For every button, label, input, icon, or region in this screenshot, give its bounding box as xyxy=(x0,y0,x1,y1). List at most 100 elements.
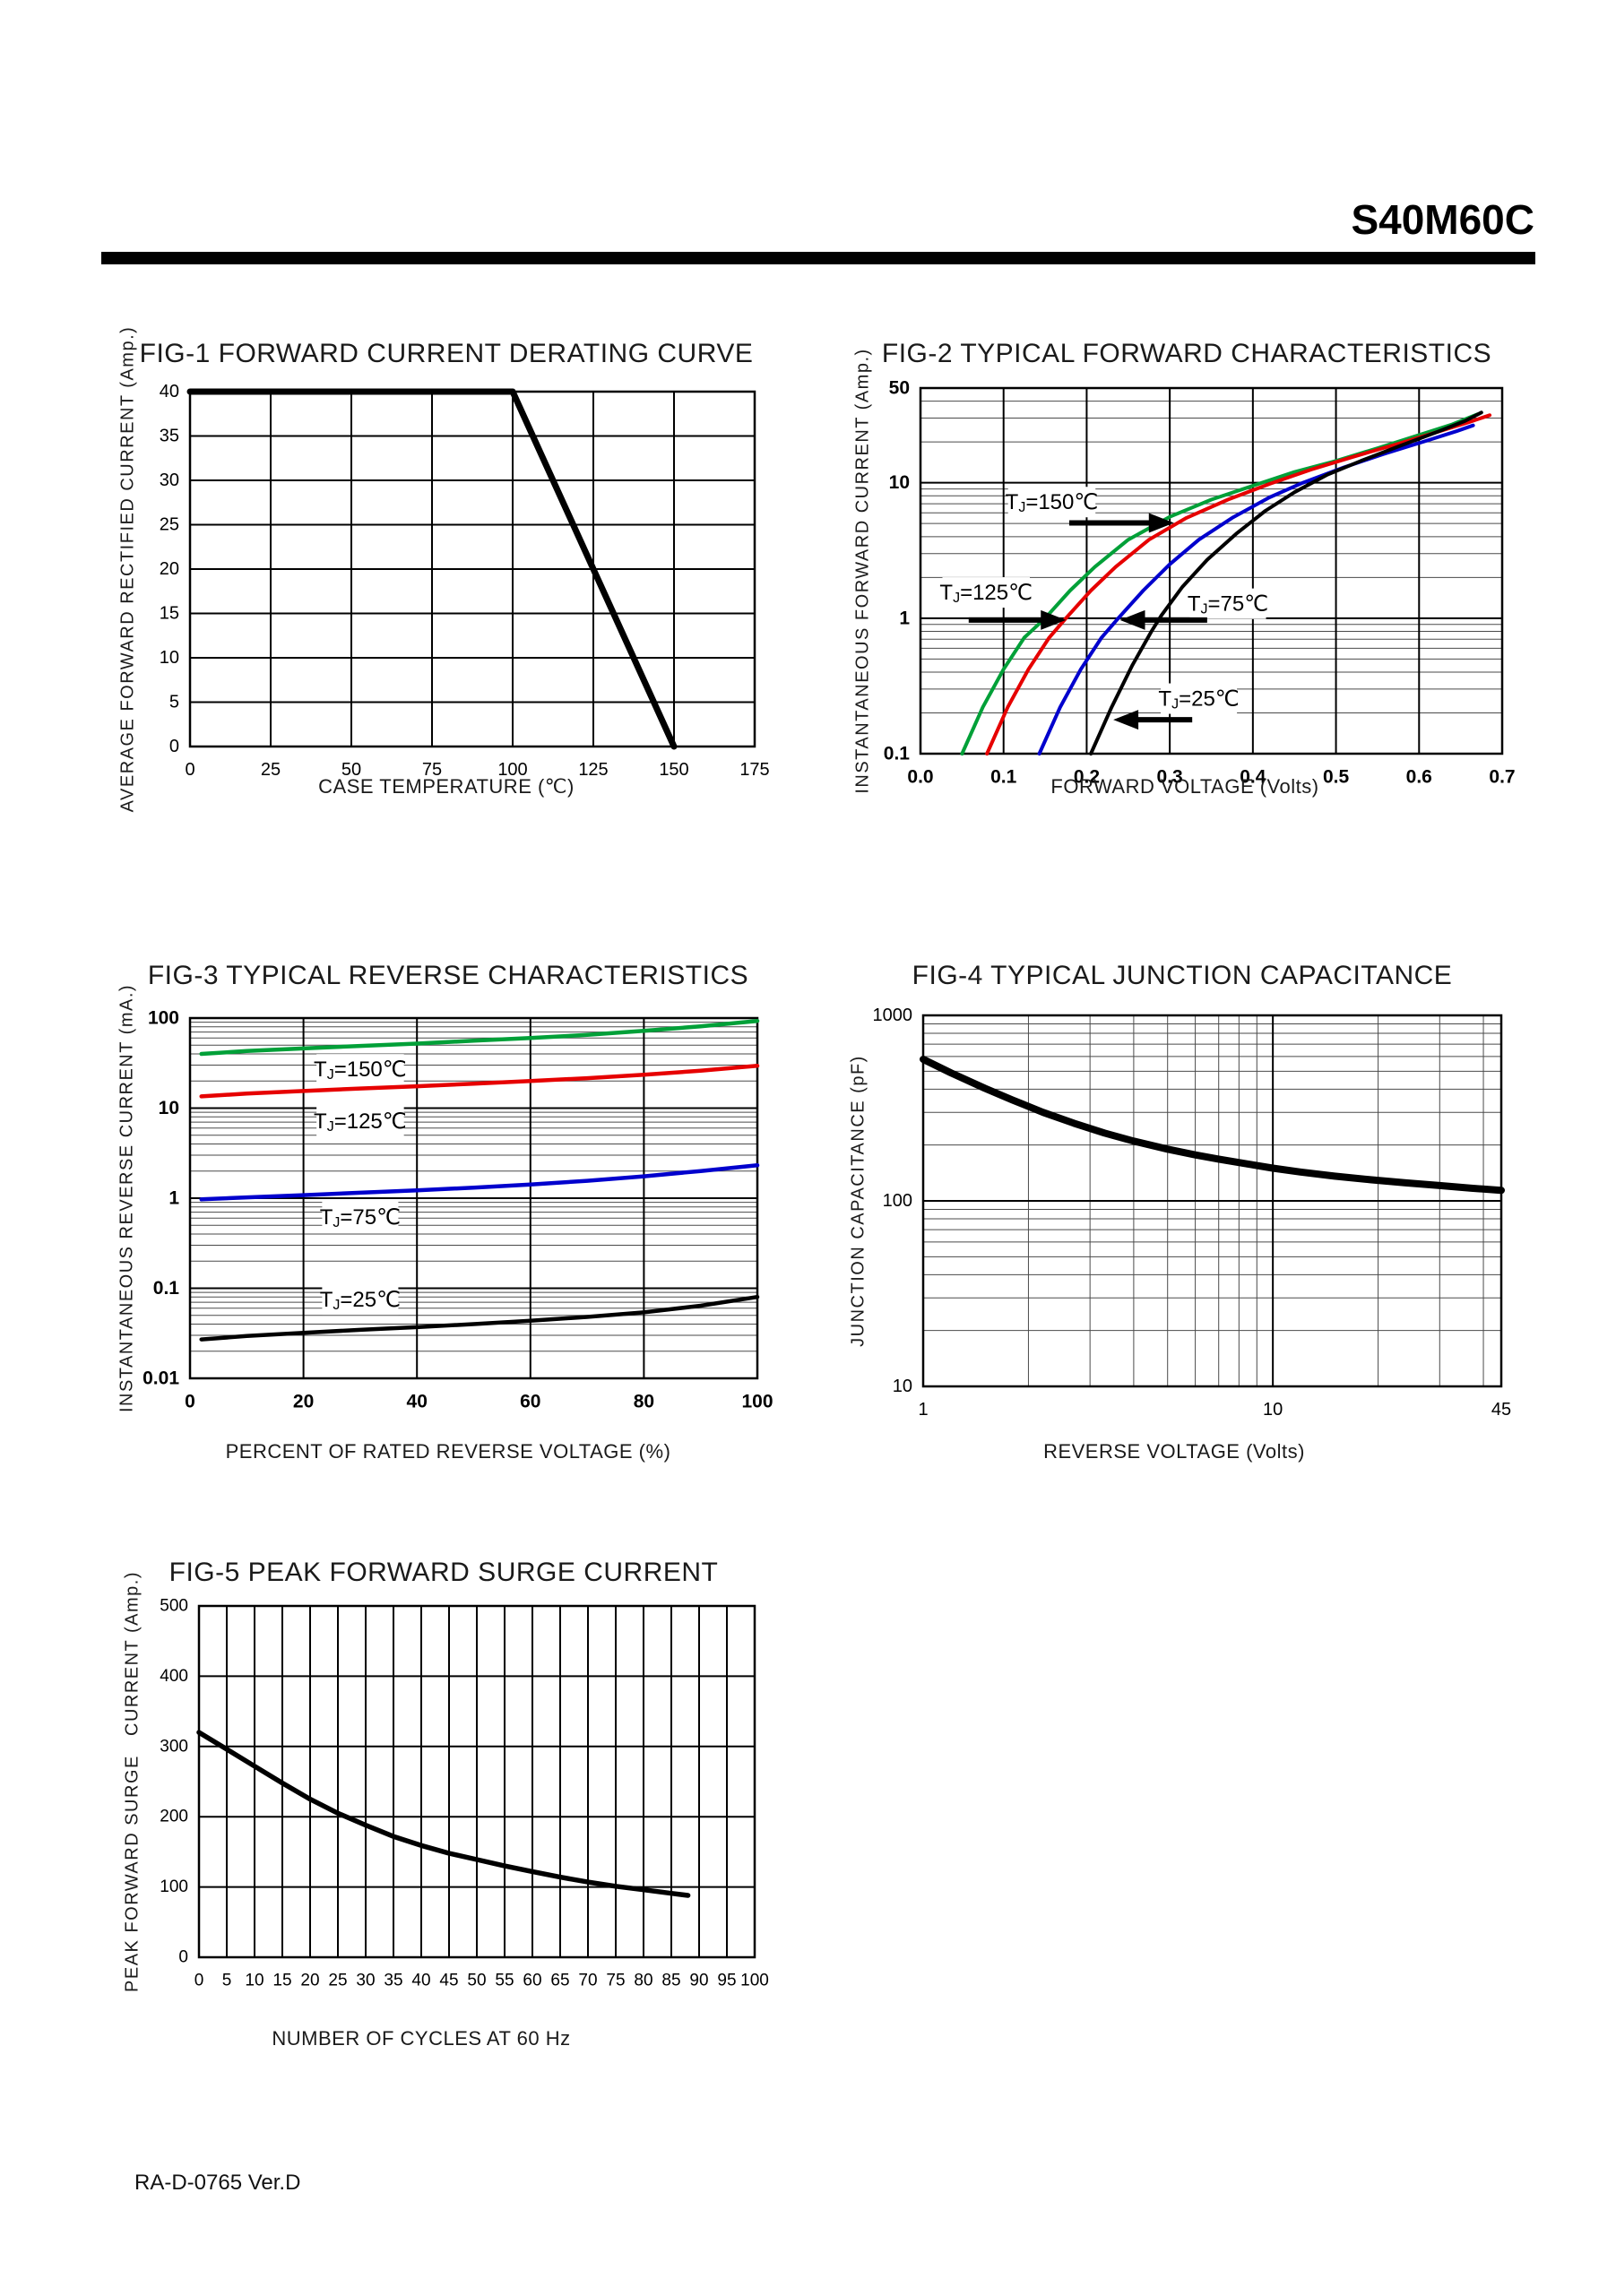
svg-text:25: 25 xyxy=(328,1972,347,1990)
svg-text:TJ=125℃: TJ=125℃ xyxy=(939,581,1033,606)
svg-text:100: 100 xyxy=(497,760,527,780)
svg-text:65: 65 xyxy=(550,1972,569,1990)
svg-text:0: 0 xyxy=(185,1392,195,1412)
fig3-plot: TJ=150℃TJ=125℃TJ=75℃TJ=25℃0 20 40 60 80 10010… xyxy=(143,1008,773,1412)
svg-text:80: 80 xyxy=(634,1972,652,1990)
svg-text:95: 95 xyxy=(717,1972,736,1990)
svg-text:TJ=150℃: TJ=150℃ xyxy=(1006,490,1099,515)
svg-text:200: 200 xyxy=(160,1808,188,1826)
svg-text:20: 20 xyxy=(293,1392,314,1412)
svg-text:TJ=125℃: TJ=125℃ xyxy=(314,1109,407,1134)
svg-text:5: 5 xyxy=(222,1972,232,1990)
svg-text:0: 0 xyxy=(185,760,194,780)
svg-text:25: 25 xyxy=(160,515,179,535)
svg-text:90: 90 xyxy=(689,1972,708,1990)
svg-text:35: 35 xyxy=(160,427,179,446)
svg-text:15: 15 xyxy=(160,604,179,624)
svg-text:10: 10 xyxy=(1263,1400,1283,1420)
fig5-x-axis-label: NUMBER OF CYCLES AT 60 Hz xyxy=(272,2027,571,2050)
svg-text:100: 100 xyxy=(148,1008,179,1029)
svg-text:60: 60 xyxy=(520,1392,540,1412)
svg-text:10: 10 xyxy=(889,472,910,493)
svg-text:15: 15 xyxy=(272,1972,291,1990)
svg-text:TJ=75℃: TJ=75℃ xyxy=(1188,591,1268,617)
fig2-plot: TJ=150℃ TJ=125℃ TJ=75℃ TJ=25℃ 0.0 0.1 0.2 0.3 0.… xyxy=(884,378,1516,788)
svg-text:TJ=25℃: TJ=25℃ xyxy=(1158,686,1239,712)
fig1-x-axis-label: CASE TEMPERATURE (℃) xyxy=(318,775,575,798)
svg-text:10: 10 xyxy=(160,648,179,668)
fig2-x-axis-label: FORWARD VOLTAGE (Volts) xyxy=(1050,775,1319,798)
fig2-title: FIG-2 TYPICAL FORWARD CHARACTERISTICS xyxy=(881,339,1492,368)
svg-text:TJ=75℃: TJ=75℃ xyxy=(320,1204,401,1230)
svg-text:75: 75 xyxy=(606,1972,625,1990)
svg-text:1: 1 xyxy=(918,1400,928,1420)
fig4-x-axis-label: REVERSE VOLTAGE (Volts) xyxy=(1043,1440,1305,1463)
svg-text:80: 80 xyxy=(634,1392,654,1412)
svg-text:0: 0 xyxy=(194,1972,204,1990)
svg-text:75: 75 xyxy=(422,760,442,780)
svg-text:1000: 1000 xyxy=(873,1006,913,1025)
svg-text:55: 55 xyxy=(495,1972,514,1990)
svg-text:20: 20 xyxy=(300,1972,319,1990)
fig4-plot: 1 10 45 1000 100 10 xyxy=(873,1006,1512,1420)
svg-text:0.0: 0.0 xyxy=(907,767,933,788)
svg-text:175: 175 xyxy=(739,760,769,780)
fig1-title: FIG-1 FORWARD CURRENT DERATING CURVE xyxy=(139,339,754,368)
svg-text:0: 0 xyxy=(169,737,179,756)
svg-text:400: 400 xyxy=(160,1667,188,1686)
svg-text:40: 40 xyxy=(160,382,179,401)
svg-text:40: 40 xyxy=(411,1972,430,1990)
fig5-plot: 0 5 10 15 20 25 30 35 40 45 50 55 60 65 70 75 80 85 90 95 10… xyxy=(160,1597,769,1990)
fig5-title: FIG-5 PEAK FORWARD SURGE CURRENT xyxy=(169,1558,719,1587)
svg-text:10: 10 xyxy=(159,1098,179,1118)
fig3-title: FIG-3 TYPICAL REVERSE CHARACTERISTICS xyxy=(147,961,749,990)
fig3-x-axis-label: PERCENT OF RATED REVERSE VOLTAGE (%) xyxy=(225,1440,671,1463)
svg-text:0.4: 0.4 xyxy=(1240,767,1266,788)
svg-text:0.5: 0.5 xyxy=(1323,767,1350,788)
svg-text:125: 125 xyxy=(578,760,608,780)
svg-text:70: 70 xyxy=(578,1972,597,1990)
svg-text:20: 20 xyxy=(160,559,179,579)
svg-text:500: 500 xyxy=(160,1597,188,1616)
svg-text:0.6: 0.6 xyxy=(1406,767,1432,788)
svg-text:35: 35 xyxy=(384,1972,402,1990)
svg-text:0.2: 0.2 xyxy=(1074,767,1100,788)
svg-text:100: 100 xyxy=(160,1877,188,1896)
svg-text:1: 1 xyxy=(169,1188,179,1209)
svg-text:0.1: 0.1 xyxy=(884,744,911,764)
svg-text:0: 0 xyxy=(178,1948,188,1967)
svg-text:150: 150 xyxy=(659,760,688,780)
svg-text:30: 30 xyxy=(356,1972,375,1990)
svg-text:0.01: 0.01 xyxy=(143,1368,179,1389)
header-rule xyxy=(101,252,1535,264)
svg-text:1: 1 xyxy=(899,608,910,628)
svg-text:TJ=150℃: TJ=150℃ xyxy=(314,1057,407,1083)
svg-text:30: 30 xyxy=(160,470,179,490)
svg-text:TJ=25℃: TJ=25℃ xyxy=(320,1288,401,1313)
svg-text:25: 25 xyxy=(261,760,281,780)
svg-text:10: 10 xyxy=(245,1972,264,1990)
svg-text:60: 60 xyxy=(523,1972,541,1990)
svg-text:5: 5 xyxy=(169,693,179,712)
svg-text:0.3: 0.3 xyxy=(1157,767,1183,788)
svg-text:50: 50 xyxy=(341,760,361,780)
svg-text:10: 10 xyxy=(893,1377,912,1396)
fig4-title: FIG-4 TYPICAL JUNCTION CAPACITANCE xyxy=(912,961,1453,990)
svg-text:300: 300 xyxy=(160,1737,188,1756)
svg-text:85: 85 xyxy=(661,1972,680,1990)
svg-text:100: 100 xyxy=(741,1392,773,1412)
svg-text:0.1: 0.1 xyxy=(153,1278,180,1299)
svg-text:50: 50 xyxy=(467,1972,486,1990)
svg-text:50: 50 xyxy=(889,378,910,399)
svg-text:45: 45 xyxy=(439,1972,458,1990)
svg-text:100: 100 xyxy=(740,1972,769,1990)
document-code: RA-D-0765 Ver.D xyxy=(134,2171,301,2195)
svg-text:40: 40 xyxy=(407,1392,428,1412)
svg-text:0.1: 0.1 xyxy=(990,767,1017,788)
svg-text:0.7: 0.7 xyxy=(1489,767,1515,788)
svg-text:45: 45 xyxy=(1491,1400,1511,1420)
fig1-plot: 0 25 50 75 100 125 150 175 0 5 10 15 20 25 30 35 40 xyxy=(160,382,770,780)
svg-text:100: 100 xyxy=(883,1191,912,1211)
page-title: S40M60C xyxy=(1351,196,1534,243)
